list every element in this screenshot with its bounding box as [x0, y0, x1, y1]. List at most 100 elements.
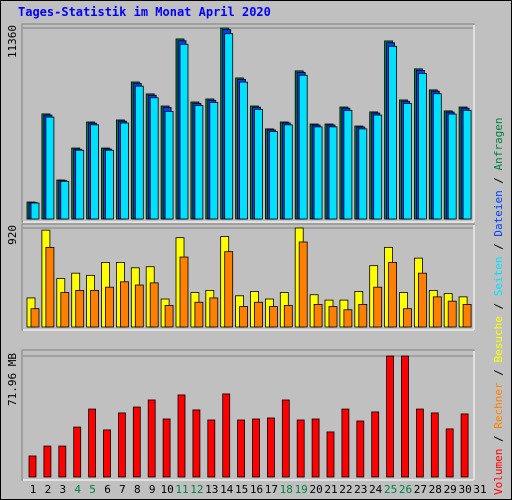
bar — [417, 272, 427, 328]
bar — [105, 286, 114, 328]
bar — [120, 122, 129, 220]
x-tick-label: 17 — [265, 483, 278, 496]
bar — [403, 308, 412, 328]
bar — [356, 420, 365, 478]
x-tick-label: 3 — [59, 483, 66, 496]
bar — [209, 102, 219, 220]
x-tick-label: 2 — [45, 483, 52, 496]
legend-separator: / — [492, 429, 505, 449]
bar — [134, 284, 144, 328]
bar — [313, 126, 323, 220]
legend-entry: Anfragen — [492, 117, 505, 170]
bar — [90, 124, 99, 220]
x-tick-label: 6 — [104, 483, 111, 496]
bar — [147, 399, 156, 478]
x-tick-label: 15 — [235, 483, 248, 496]
bar — [224, 251, 234, 328]
bar — [266, 417, 275, 478]
bar — [222, 393, 231, 478]
legend-separator: / — [492, 296, 505, 316]
bar — [462, 109, 472, 220]
legend-separator: / — [492, 237, 505, 257]
bar — [386, 355, 395, 478]
bar — [28, 455, 37, 478]
bar — [298, 74, 308, 220]
bar — [149, 97, 159, 220]
bar — [268, 306, 278, 328]
bar — [73, 426, 82, 478]
bar — [328, 306, 338, 328]
x-tick-label: 23 — [354, 483, 367, 496]
bar — [268, 131, 278, 220]
bar — [254, 301, 263, 328]
bar — [343, 309, 353, 328]
bar — [60, 180, 70, 220]
bar — [120, 281, 129, 328]
bar — [358, 304, 368, 328]
bar — [239, 81, 249, 220]
bar — [209, 297, 219, 328]
bar — [313, 304, 323, 328]
x-tick-label: 21 — [324, 483, 337, 496]
y-tick-label: 11360 — [6, 25, 19, 58]
legend-entry: Rechner — [492, 382, 505, 429]
bar — [45, 116, 55, 220]
bar — [415, 408, 424, 478]
bar — [358, 128, 368, 220]
bar — [192, 409, 201, 478]
bar — [162, 418, 171, 478]
legend-separator: / — [492, 363, 505, 383]
bar — [75, 290, 85, 328]
x-tick-label: 5 — [89, 483, 96, 496]
legend-separator: / — [492, 170, 505, 190]
x-tick-label: 22 — [339, 483, 352, 496]
bar — [417, 72, 427, 220]
bar — [30, 202, 40, 220]
bar — [403, 103, 412, 220]
bar — [296, 419, 305, 478]
bar — [194, 301, 204, 328]
legend-entry: Besuche — [492, 316, 505, 362]
bar — [134, 85, 144, 220]
x-tick-label: 29 — [444, 483, 457, 496]
bar — [373, 286, 383, 328]
bar — [311, 418, 320, 478]
bar — [462, 304, 472, 328]
bar — [179, 256, 189, 328]
bar — [45, 246, 55, 328]
bar — [328, 126, 338, 220]
bar — [132, 406, 141, 478]
bar — [401, 355, 409, 478]
bar — [460, 413, 469, 478]
bar — [430, 412, 439, 478]
x-tick-label: 9 — [149, 483, 156, 496]
y-tick-label: 920 — [6, 225, 19, 245]
legend: Volumen / Rechner / Besuche / Seiten / D… — [492, 117, 505, 495]
bar — [283, 305, 293, 328]
bar — [164, 305, 174, 328]
bar — [447, 300, 457, 328]
bar — [445, 428, 454, 478]
x-tick-label: 20 — [309, 483, 322, 496]
bar — [118, 412, 126, 478]
x-tick-label: 1 — [30, 483, 37, 496]
bar — [207, 419, 216, 478]
x-tick-label: 28 — [429, 483, 442, 496]
legend-entry: Dateien — [492, 190, 505, 236]
x-tick-label: 7 — [119, 483, 126, 496]
x-tick-label: 10 — [160, 483, 173, 496]
bar — [177, 394, 186, 478]
bar — [326, 431, 335, 478]
x-tick-label: 30 — [458, 483, 471, 496]
x-tick-label: 19 — [295, 483, 308, 496]
bar — [432, 93, 442, 220]
bar — [60, 292, 70, 328]
bar — [388, 45, 398, 220]
bar — [179, 43, 189, 220]
bar — [283, 124, 293, 220]
bar — [149, 282, 159, 328]
legend-entry: Seiten — [492, 257, 505, 297]
x-tick-label: 27 — [414, 483, 427, 496]
bar — [281, 399, 290, 478]
